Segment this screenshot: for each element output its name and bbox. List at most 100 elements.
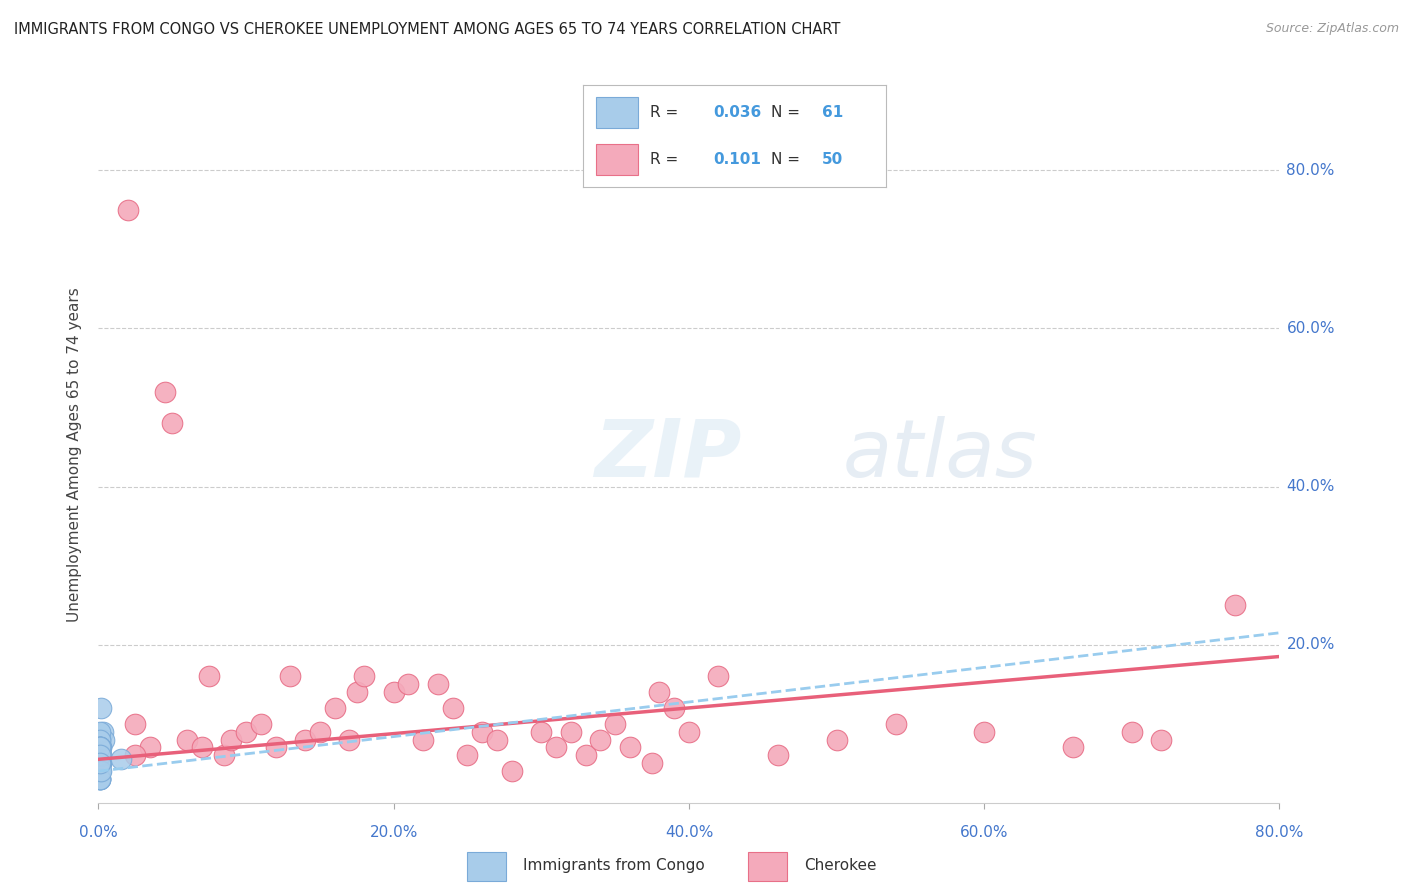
Point [89, 764, 111, 779]
Text: ZIP: ZIP [595, 416, 742, 494]
Point [89, 756, 111, 771]
Point [89, 764, 111, 779]
FancyBboxPatch shape [596, 97, 638, 128]
Point [89, 740, 111, 755]
Point [323, 701, 346, 715]
Point [235, 724, 257, 739]
Point [396, 677, 419, 691]
Point [89, 756, 111, 771]
FancyBboxPatch shape [467, 852, 506, 881]
Point [89, 756, 111, 771]
Point [89, 724, 111, 739]
Text: Immigrants from Congo: Immigrants from Congo [523, 858, 704, 872]
Point [89, 756, 111, 771]
FancyBboxPatch shape [748, 852, 787, 881]
Point [89, 756, 111, 771]
Point [110, 752, 132, 766]
Point [89, 748, 111, 763]
Point [90, 701, 112, 715]
Point [664, 701, 686, 715]
Point [89, 764, 111, 779]
Y-axis label: Unemployment Among Ages 65 to 74 years: Unemployment Among Ages 65 to 74 years [67, 287, 83, 623]
Point [89, 732, 111, 747]
Point [124, 748, 146, 763]
Point [91, 724, 114, 739]
Point [89, 764, 111, 779]
Point [89, 748, 111, 763]
Point [89, 740, 111, 755]
Point [707, 669, 730, 683]
Text: 40.0%: 40.0% [665, 825, 713, 840]
Point [90, 740, 112, 755]
Point [124, 716, 146, 731]
Point [93, 732, 115, 747]
Point [212, 748, 235, 763]
Point [678, 724, 700, 739]
Point [337, 732, 360, 747]
Point [89, 748, 111, 763]
Point [427, 677, 450, 691]
Text: 0.101: 0.101 [713, 153, 762, 167]
Point [648, 685, 671, 699]
Point [89, 756, 111, 771]
Point [89, 772, 111, 786]
Point [117, 202, 139, 217]
Point [605, 716, 627, 731]
Point [89, 756, 111, 771]
Point [89, 764, 111, 779]
Point [89, 764, 111, 779]
Point [89, 764, 111, 779]
Point [89, 740, 111, 755]
Point [1062, 740, 1084, 755]
Point [1223, 598, 1246, 612]
Point [973, 724, 995, 739]
Text: N =: N = [770, 105, 804, 120]
Point [1150, 732, 1173, 747]
Point [412, 732, 434, 747]
Point [89, 764, 111, 779]
Text: 61: 61 [823, 105, 844, 120]
Point [191, 740, 214, 755]
Text: 0.0%: 0.0% [79, 825, 118, 840]
Point [250, 716, 273, 731]
Text: 40.0%: 40.0% [1286, 479, 1334, 494]
Point [89, 748, 111, 763]
Point [89, 756, 111, 771]
Point [89, 748, 111, 763]
Point [346, 685, 368, 699]
Point [560, 724, 582, 739]
Point [90, 756, 112, 771]
Text: R =: R = [650, 105, 683, 120]
Point [619, 740, 641, 755]
Point [90, 740, 112, 755]
Point [530, 724, 553, 739]
Point [471, 724, 494, 739]
Point [89, 748, 111, 763]
Point [294, 732, 316, 747]
Point [382, 685, 405, 699]
Point [1121, 724, 1143, 739]
Point [766, 748, 789, 763]
Point [89, 756, 111, 771]
Point [89, 748, 111, 763]
Point [486, 732, 509, 747]
Text: atlas: atlas [842, 416, 1038, 494]
Point [89, 748, 111, 763]
Text: 80.0%: 80.0% [1286, 163, 1334, 178]
Point [89, 732, 111, 747]
FancyBboxPatch shape [596, 145, 638, 175]
Point [89, 764, 111, 779]
Point [176, 732, 198, 747]
Point [89, 756, 111, 771]
Text: Cherokee: Cherokee [804, 858, 877, 872]
Point [89, 748, 111, 763]
Point [89, 756, 111, 771]
Point [89, 748, 111, 763]
Text: 60.0%: 60.0% [1286, 321, 1334, 336]
Point [501, 764, 523, 779]
Point [589, 732, 612, 747]
Text: 50: 50 [823, 153, 844, 167]
Point [456, 748, 478, 763]
Point [153, 384, 176, 399]
Point [309, 724, 332, 739]
